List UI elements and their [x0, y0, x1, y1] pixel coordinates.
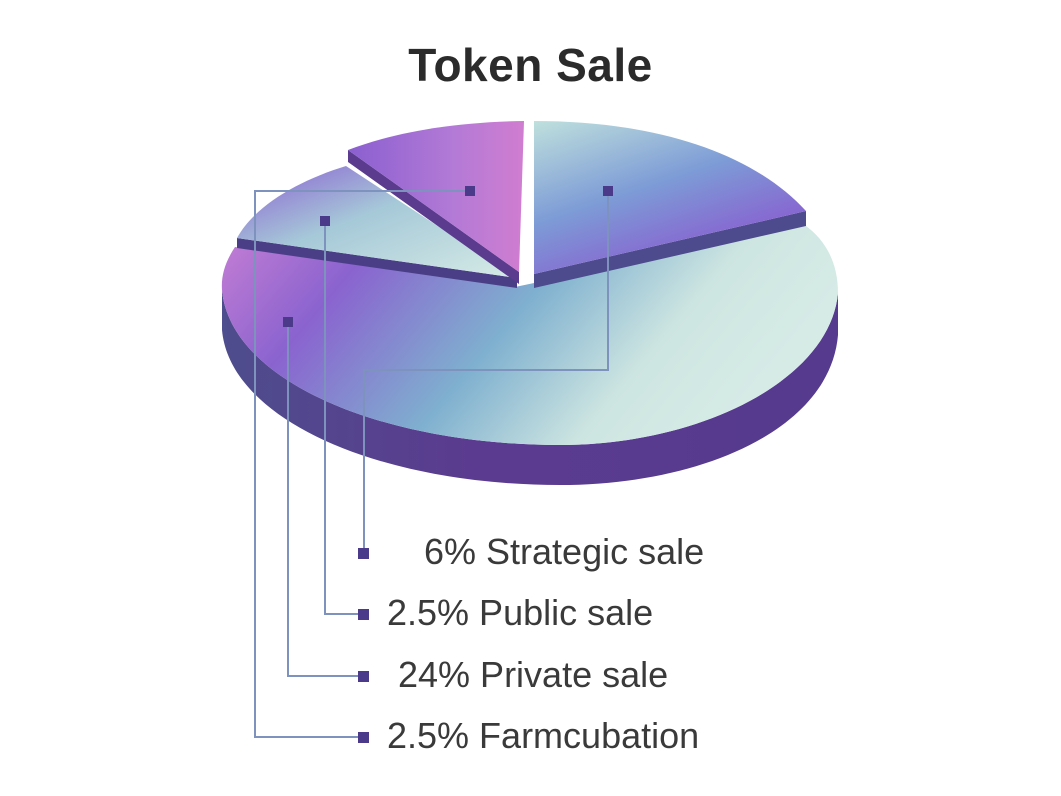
- legend-label-private-sale: 24% Private sale: [398, 654, 669, 695]
- chart-title: Token Sale: [408, 39, 653, 91]
- slice-private-sale: [221, 226, 839, 445]
- slice-public-sale-side: [237, 238, 517, 288]
- slice-strategic-sale-side: [534, 211, 806, 288]
- leader-line-strategic-sale: [363, 191, 609, 553]
- leader-line-farmcubation: [254, 190, 470, 738]
- marker-public-sale-slice: [320, 216, 330, 226]
- slice-farmcubation-side: [348, 150, 519, 284]
- legend-marker-public-sale: [358, 609, 369, 620]
- slice-strategic-sale: [534, 121, 806, 274]
- legend-marker-farmcubation: [358, 732, 369, 743]
- legend-label-farmcubation: 2.5% Farmcubation: [387, 715, 700, 756]
- legend-label-strategic-sale: 6% Strategic sale: [424, 531, 705, 572]
- slice-farmcubation: [348, 121, 524, 272]
- slice-public-sale: [237, 166, 517, 278]
- marker-private-sale-slice: [283, 317, 293, 327]
- marker-farmcubation-slice: [465, 186, 475, 196]
- slice-private-sale-side: [222, 290, 838, 485]
- legend-marker-private-sale: [358, 671, 369, 682]
- legend-label-public-sale: 2.5% Public sale: [387, 592, 654, 633]
- leader-line-public-sale: [324, 221, 362, 615]
- legend-marker-strategic-sale: [358, 548, 369, 559]
- marker-strategic-sale-slice: [603, 186, 613, 196]
- leader-line-private-sale: [287, 322, 362, 677]
